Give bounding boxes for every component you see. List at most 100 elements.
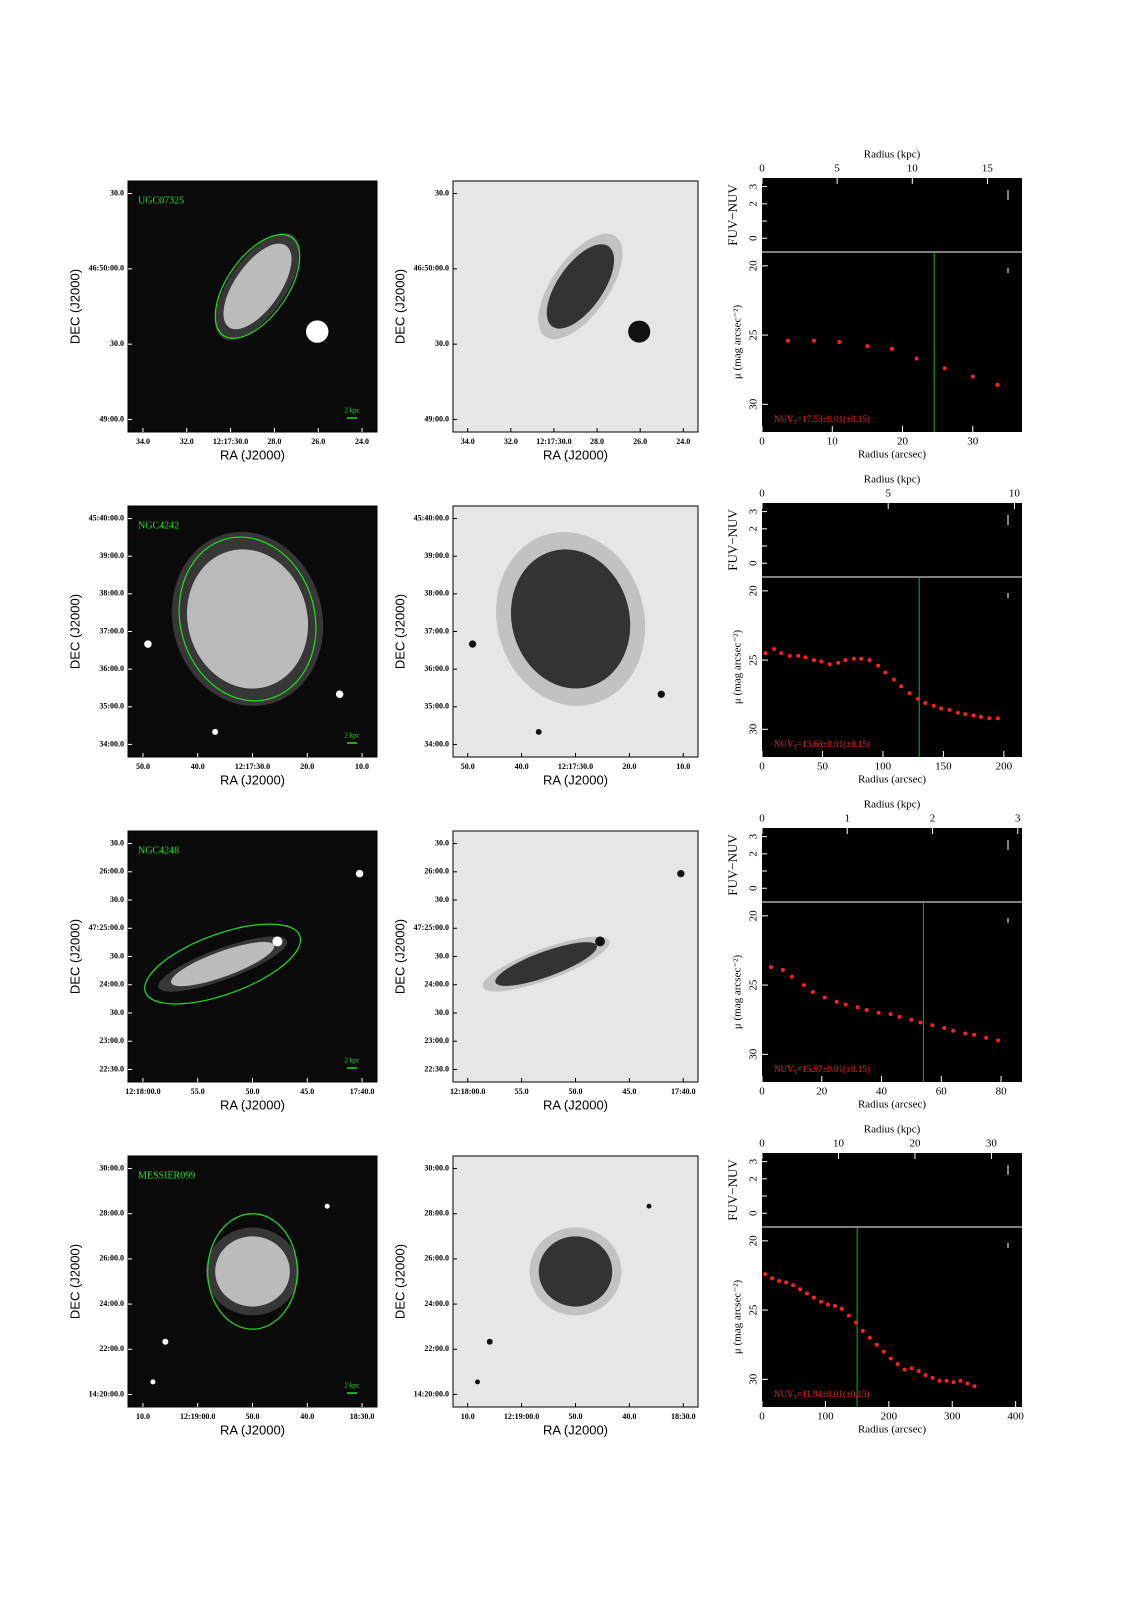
star bbox=[486, 1338, 493, 1345]
y-tick-label: 30.0 bbox=[435, 895, 449, 904]
profile-panel bbox=[762, 577, 1022, 757]
y-tick-label: 35:00.0 bbox=[424, 702, 449, 711]
galaxy bbox=[223, 243, 292, 330]
y-tick-label: 30 bbox=[748, 723, 760, 735]
nuv-total: NUVT=11.94±0.01(±0.15) bbox=[774, 1389, 870, 1401]
data-point bbox=[796, 653, 801, 658]
y-tick-label: 30.0 bbox=[435, 1008, 449, 1017]
x-tick-label: 26.0 bbox=[633, 437, 647, 446]
data-point bbox=[909, 1017, 914, 1022]
x-tick-label: 24.0 bbox=[355, 437, 369, 446]
y-tick-label: 30.0 bbox=[435, 838, 449, 847]
color-y-tick-label: 3 bbox=[748, 1158, 760, 1164]
data-point bbox=[867, 658, 872, 663]
color-panel bbox=[762, 178, 1022, 252]
x-tick-label: 40.0 bbox=[515, 762, 529, 771]
star bbox=[272, 936, 283, 947]
data-point bbox=[916, 696, 920, 701]
y-tick-label: 28:00.0 bbox=[99, 1209, 124, 1218]
data-point bbox=[787, 653, 792, 658]
color-y-tick-label: 0 bbox=[748, 560, 760, 566]
galaxy bbox=[170, 941, 275, 987]
data-point bbox=[944, 1378, 949, 1383]
x-tick-label: 50.0 bbox=[246, 1412, 260, 1421]
y-tick-label: 25 bbox=[748, 329, 760, 341]
x-axis-label: Radius (arcsec) bbox=[858, 449, 926, 461]
x-axis-label: Radius (arcsec) bbox=[858, 774, 926, 786]
y-tick-label: 38:00.0 bbox=[424, 589, 449, 598]
data-point bbox=[938, 706, 943, 711]
nuv-total: NUVT=15.97±0.01(±0.15) bbox=[774, 1064, 870, 1076]
x-tick-label: 80 bbox=[996, 1086, 1008, 1098]
x-tick-label: 12:19:00.0 bbox=[180, 1412, 215, 1421]
optical-image bbox=[452, 505, 699, 758]
y-axis-label: μ (mag arcsec⁻²) bbox=[732, 305, 744, 380]
optical-image bbox=[452, 1155, 699, 1408]
color-y-tick-label: 2 bbox=[748, 1176, 760, 1182]
data-point bbox=[803, 655, 808, 660]
x-tick-label: 32.0 bbox=[180, 437, 194, 446]
uv-image bbox=[127, 830, 378, 1083]
y-tick-label: 30 bbox=[748, 1048, 760, 1060]
y-tick-label: 47:25:00.0 bbox=[89, 923, 124, 932]
data-point bbox=[836, 660, 841, 665]
profile-panel bbox=[762, 1227, 1022, 1407]
y-tick-label: 30 bbox=[748, 1373, 760, 1385]
y-axis-label: DEC (J2000) bbox=[67, 269, 82, 344]
data-point bbox=[970, 374, 975, 379]
x-tick-label: 40.0 bbox=[191, 762, 205, 771]
x2-tick-label: 5 bbox=[834, 163, 840, 175]
y-tick-label: 20 bbox=[748, 260, 760, 272]
data-point bbox=[827, 662, 832, 667]
data-point bbox=[888, 1356, 893, 1361]
x-tick-label: 12:18:00.0 bbox=[450, 1087, 485, 1096]
y-axis-label: DEC (J2000) bbox=[392, 594, 407, 669]
y-axis-label: μ (mag arcsec⁻²) bbox=[732, 1280, 744, 1355]
y-tick-label: 23:00.0 bbox=[424, 1036, 449, 1045]
y-tick-label: 25 bbox=[748, 1304, 760, 1316]
galaxy bbox=[538, 1236, 613, 1307]
y-axis-label: DEC (J2000) bbox=[392, 269, 407, 344]
data-point bbox=[883, 670, 888, 675]
y-tick-label: 30 bbox=[748, 398, 760, 410]
data-point bbox=[937, 1378, 942, 1383]
y-axis-label: DEC (J2000) bbox=[67, 594, 82, 669]
data-point bbox=[867, 1335, 872, 1340]
y-tick-label: 30.0 bbox=[110, 188, 124, 197]
y-tick-label: 24:00.0 bbox=[424, 980, 449, 989]
nuv-total-part: NUV bbox=[774, 1389, 794, 1399]
nuv-total-part: T bbox=[794, 745, 798, 751]
nuv-total-part: =13.60±0.01(±0.15) bbox=[797, 739, 870, 749]
y-tick-label: 30.0 bbox=[435, 951, 449, 960]
x2-tick-label: 3 bbox=[1015, 813, 1021, 825]
optical-image bbox=[452, 180, 699, 433]
x2-axis-label: Radius (kpc) bbox=[864, 474, 921, 486]
x2-tick-label: 2 bbox=[930, 813, 936, 825]
data-point bbox=[907, 691, 912, 696]
star bbox=[324, 1203, 330, 1209]
star bbox=[595, 936, 605, 947]
x-tick-label: 45.0 bbox=[300, 1087, 314, 1096]
data-point bbox=[777, 1279, 782, 1283]
x-tick-label: 0 bbox=[759, 436, 765, 448]
galaxy bbox=[186, 549, 309, 689]
color-y-tick-label: 3 bbox=[748, 833, 760, 839]
data-point bbox=[780, 967, 785, 972]
y-tick-label: 30:00.0 bbox=[99, 1163, 124, 1172]
star bbox=[628, 320, 651, 343]
data-point bbox=[890, 346, 894, 351]
data-point bbox=[789, 974, 794, 979]
y-axis-label: μ (mag arcsec⁻²) bbox=[732, 630, 744, 705]
y-tick-label: 22:00.0 bbox=[99, 1344, 124, 1353]
x-tick-label: 26.0 bbox=[311, 437, 325, 446]
y-tick-label: 49:00.0 bbox=[99, 414, 124, 423]
y-tick-label: 30.0 bbox=[110, 951, 124, 960]
y-tick-label: 34:00.0 bbox=[99, 739, 124, 748]
star bbox=[646, 1203, 652, 1209]
galaxy-name: UGC07325 bbox=[138, 195, 184, 206]
x-axis-label: RA (J2000) bbox=[220, 772, 285, 787]
data-point bbox=[770, 1276, 775, 1281]
data-point bbox=[995, 716, 1000, 721]
x-tick-label: 60 bbox=[936, 1086, 948, 1098]
data-point bbox=[851, 656, 856, 661]
